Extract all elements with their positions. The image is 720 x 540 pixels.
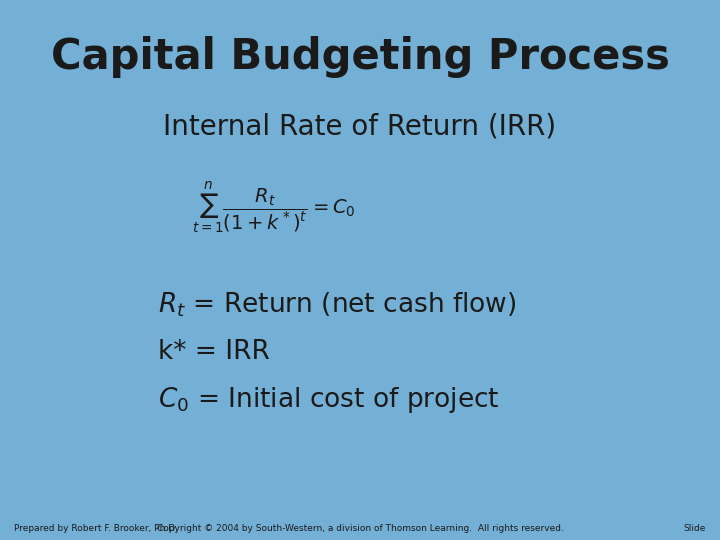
Text: $\sum_{t=1}^{n} \dfrac{R_t}{(1+k^*)^t} = C_0$: $\sum_{t=1}^{n} \dfrac{R_t}{(1+k^*)^t} =… [192, 181, 356, 235]
Text: $C_0$ = Initial cost of project: $C_0$ = Initial cost of project [158, 384, 500, 415]
Text: $R_t$ = Return (net cash flow): $R_t$ = Return (net cash flow) [158, 291, 517, 319]
Text: Slide: Slide [683, 524, 706, 532]
Text: Copyright © 2004 by South-Western, a division of Thomson Learning.  All rights r: Copyright © 2004 by South-Western, a div… [156, 524, 564, 532]
Text: Internal Rate of Return (IRR): Internal Rate of Return (IRR) [163, 113, 557, 141]
Text: Capital Budgeting Process: Capital Budgeting Process [50, 36, 670, 78]
Text: k* = IRR: k* = IRR [158, 339, 270, 365]
Text: Prepared by Robert F. Brooker, Ph.D.: Prepared by Robert F. Brooker, Ph.D. [14, 524, 179, 532]
